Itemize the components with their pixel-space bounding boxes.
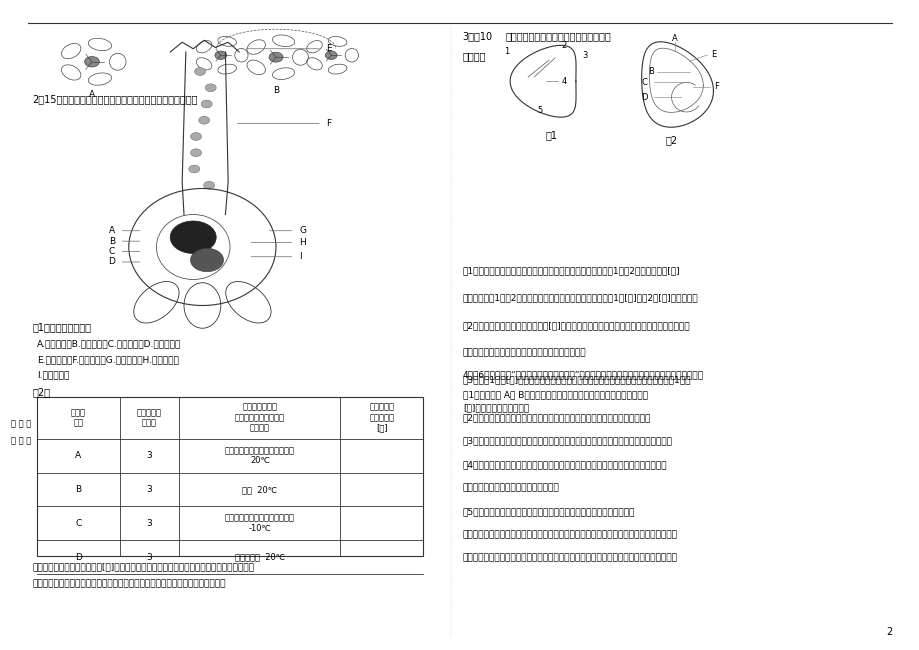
Text: D: D xyxy=(108,257,115,266)
Circle shape xyxy=(188,165,199,173)
Text: （1）两类种子结构上的共同点是都有　　　和　　　；相比图1，图2特有的结构是[　]: （1）两类种子结构上的共同点是都有 和 ；相比图1，图2特有的结构是[ ] xyxy=(462,266,680,276)
Circle shape xyxy=(190,149,201,157)
Text: D: D xyxy=(641,93,647,101)
Text: 图回答：: 图回答： xyxy=(462,51,486,60)
Text: A: A xyxy=(671,34,676,42)
Text: 3: 3 xyxy=(146,485,153,494)
Circle shape xyxy=(85,57,99,67)
Text: C: C xyxy=(75,519,81,528)
Text: 2: 2 xyxy=(561,41,566,50)
Text: 1: 1 xyxy=(504,47,509,56)
Circle shape xyxy=(268,52,283,62)
Text: 培养皿
编号: 培养皿 编号 xyxy=(71,408,85,427)
Text: 图2: 图2 xyxy=(664,135,677,145)
Text: 3: 3 xyxy=(582,51,587,60)
Text: （3）在图1中，[　]　　　　将来能发育成一株幼苗的茎和叶，而幼苗的主根则是由图1中的: （3）在图1中，[ ] 将来能发育成一株幼苗的茎和叶，而幼苗的主根则是由图1中的 xyxy=(462,376,690,385)
Text: 管 到 达: 管 到 达 xyxy=(11,437,31,446)
Circle shape xyxy=(190,248,223,272)
Circle shape xyxy=(203,181,214,189)
Text: 水淹没种子  20℃: 水淹没种子 20℃ xyxy=(234,552,285,562)
Text: 后，其中一个精子与[　]　　　　结合，形成　　　　　；另一个精子与　　　　结: 后，其中一个精子与[ ] 结合，形成 ；另一个精子与 结 xyxy=(32,562,254,571)
Text: A: A xyxy=(75,451,81,460)
Text: 4．（6分）下表为“探究种子萍发的环境条件”的实验设计，请根据表中提供的信息回答下列问题：: 4．（6分）下表为“探究种子萍发的环境条件”的实验设计，请根据表中提供的信息回答… xyxy=(462,370,703,380)
Text: F: F xyxy=(326,119,332,128)
Text: 3．（10: 3．（10 xyxy=(462,31,493,41)
Text: 种子的数量
（个）: 种子的数量 （个） xyxy=(137,408,162,427)
Text: A: A xyxy=(89,90,95,99)
Text: E: E xyxy=(710,51,715,59)
Text: 5: 5 xyxy=(537,107,542,115)
Text: F: F xyxy=(713,82,718,91)
Text: D: D xyxy=(74,552,82,562)
Text: 3: 3 xyxy=(146,519,153,528)
Text: 分）下图所示为两类种子剪面结构图，据: 分）下图所示为两类种子剪面结构图，据 xyxy=(505,31,611,41)
Text: （2）探究温度对种子萍发的影响，应用　　　　　　两组培养皿做对照实验。: （2）探究温度对种子萍发的影响，应用 两组培养皿做对照实验。 xyxy=(462,413,651,423)
Text: （4）如果在严格按上表的实验条件进行实验的情况下，用于实验的种子最终都没有萍: （4）如果在严格按上表的实验条件进行实验的情况下，用于实验的种子最终都没有萍 xyxy=(462,460,666,469)
Text: 种子所处的环境
（其他外界条件均适宜
且相同）: 种子所处的环境 （其他外界条件均适宜 且相同） xyxy=(234,403,285,432)
Text: 无水  20℃: 无水 20℃ xyxy=(242,485,278,494)
Text: B: B xyxy=(108,237,115,246)
Text: B: B xyxy=(273,86,278,95)
Text: 两 个 精: 两 个 精 xyxy=(11,419,31,428)
Text: C: C xyxy=(641,78,647,87)
Text: 培养皿底部有浸湿的滤纸或纱布
-10℃: 培养皿底部有浸湿的滤纸或纱布 -10℃ xyxy=(224,514,295,533)
Text: G: G xyxy=(299,226,306,235)
Text: 3: 3 xyxy=(146,451,153,460)
Text: 3: 3 xyxy=(146,552,153,562)
Bar xyxy=(37,396,423,556)
Circle shape xyxy=(194,68,205,75)
Text: I: I xyxy=(299,252,301,261)
Text: （3）指出本实验设计中的一处不足：　　　　　　　　　　　　　　　　　　　　　。: （3）指出本实验设计中的一处不足： 。 xyxy=(462,437,672,446)
Circle shape xyxy=(170,221,216,254)
Text: I.　　　　。: I. 。 xyxy=(37,370,69,380)
Text: （5）若探究光照对该种子的萍发有无影响，请完成下列实验方案设计。: （5）若探究光照对该种子的萍发有无影响，请完成下列实验方案设计。 xyxy=(462,507,634,516)
Text: 2（15分）．下图是双受精过程示意图，据图分析回答问题。: 2（15分）．下图是双受精过程示意图，据图分析回答问题。 xyxy=(32,94,198,104)
Text: （1）填写各部分名称: （1）填写各部分名称 xyxy=(32,322,91,332)
Text: 发，应从　　　　　　　方面寻找原因。: 发，应从 方面寻找原因。 xyxy=(462,484,559,493)
Text: 第一步：在培养皿底部铺上滤纸，并加入适量的水，　　　　　　　　　　　　　　　　；: 第一步：在培养皿底部铺上滤纸，并加入适量的水， ； xyxy=(462,530,677,540)
Text: H: H xyxy=(299,238,305,247)
Text: （2）: （2） xyxy=(32,387,51,396)
Text: A: A xyxy=(108,226,115,235)
Text: [　]　　　　发育而成的。: [ ] 发育而成的。 xyxy=(462,403,528,412)
Circle shape xyxy=(205,84,216,92)
Text: A.　　　　，B.　　　　，C.　　　　，D.　　　　，: A. ，B. ，C. ，D. ， xyxy=(37,339,181,348)
Text: 。图1、图2所示之所以分属两个类群，主要是由于图1中[　]和图2中[　]数量不同。: 。图1、图2所示之所以分属两个类群，主要是由于图1中[ ]和图2中[ ]数量不同… xyxy=(462,294,698,303)
Text: 图中的　　　　　　　　　　（只填代号）组成的。: 图中的 （只填代号）组成的。 xyxy=(462,348,585,358)
Text: 2: 2 xyxy=(885,627,891,637)
Text: E.　　　　，F.　　　　，G.　　　　，H.　　　　，: E. ，F. ，G. ，H. ， xyxy=(37,355,178,364)
Circle shape xyxy=(201,100,212,108)
Text: E: E xyxy=(326,44,332,53)
Text: （2）菜豆种子里的营养物质贮存在[　]　　　　内；玉米种子最重要的部分是　　　　，是由: （2）菜豆种子里的营养物质贮存在[ ] 内；玉米种子最重要的部分是 ，是由 xyxy=(462,321,689,330)
Text: （1）用培养皿 A与 B进行对照，所探究的问题是　　　　　　　　　　。: （1）用培养皿 A与 B进行对照，所探究的问题是 。 xyxy=(462,390,647,399)
Circle shape xyxy=(190,133,201,140)
Circle shape xyxy=(199,116,210,124)
Text: 图1: 图1 xyxy=(545,130,558,140)
Text: C: C xyxy=(108,247,115,256)
Text: 第二步：　　　　　　　　　　　　　　　　　　　　　　　　，另一组置于遮阴的环境中: 第二步： ，另一组置于遮阴的环境中 xyxy=(462,554,677,563)
Text: 培养皿底部有浸湿的滤纸或纱布
20℃: 培养皿底部有浸湿的滤纸或纱布 20℃ xyxy=(224,446,295,465)
Text: B: B xyxy=(75,485,81,494)
Text: 花粉管内有
子，当花粉
[　]: 花粉管内有 子，当花粉 [ ] xyxy=(369,403,394,432)
Circle shape xyxy=(215,51,226,59)
Text: 4: 4 xyxy=(561,77,566,86)
Circle shape xyxy=(325,51,336,59)
Text: 合，形成　　　　。植物的这种受精方式叫　　　　　，是被子植物特有的现象。: 合，形成 。植物的这种受精方式叫 ，是被子植物特有的现象。 xyxy=(32,580,225,589)
Text: B: B xyxy=(647,68,652,76)
